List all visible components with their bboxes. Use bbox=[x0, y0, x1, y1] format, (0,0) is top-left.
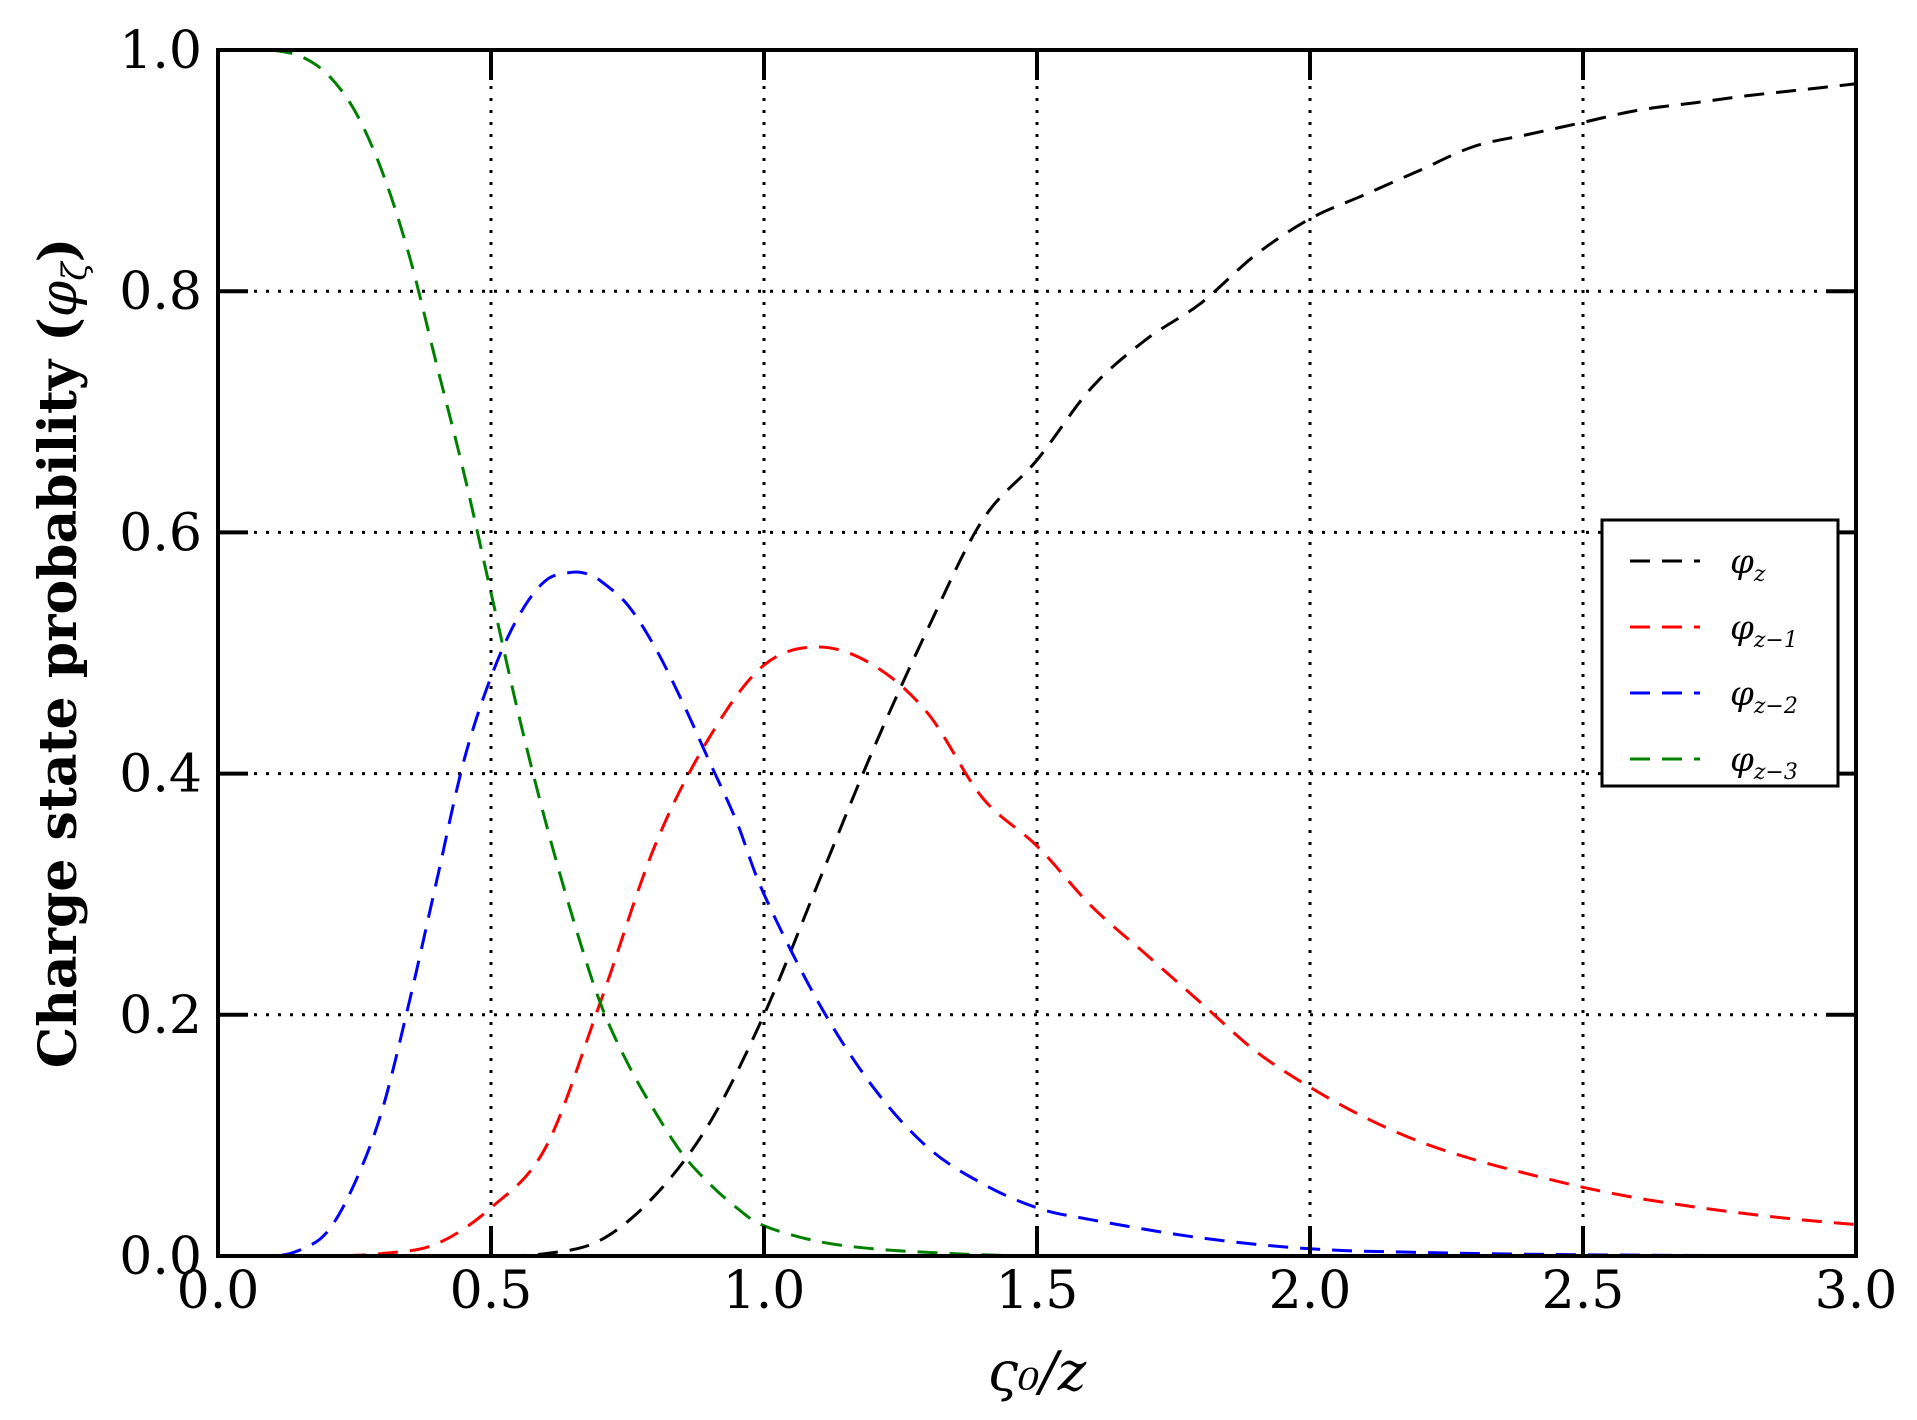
legend-label: φz−1 bbox=[1730, 608, 1798, 653]
x-axis-label: ς₀/z bbox=[988, 1340, 1087, 1403]
legend-box bbox=[1600, 518, 1840, 788]
legend-label-sub: z−1 bbox=[1753, 628, 1798, 653]
y-axis-label-close: ) bbox=[28, 238, 89, 263]
legend-label: φz bbox=[1730, 542, 1766, 587]
legend-label: φz−2 bbox=[1730, 674, 1798, 719]
y-axis-label: Charge state probability (φζ) bbox=[28, 238, 95, 1069]
legend-label-sub: z−3 bbox=[1753, 760, 1798, 785]
y-tick-label: 0.4 bbox=[119, 745, 202, 805]
grid bbox=[218, 50, 1856, 1256]
x-tick-label: 3.0 bbox=[1815, 1261, 1898, 1321]
y-tick-label: 0.0 bbox=[119, 1227, 202, 1287]
legend-label: φz−3 bbox=[1730, 740, 1798, 785]
y-tick-label: 0.6 bbox=[119, 503, 202, 563]
legend-label-symbol: φ bbox=[1730, 608, 1754, 648]
tick-labels: 0.0 0.5 1.0 1.5 2.0 2.5 3.0 0.0 0.2 0.4 0.6 0.8 1.0 bbox=[119, 21, 1897, 1321]
y-tick-label: 0.2 bbox=[119, 986, 202, 1046]
series-line-2 bbox=[217, 570, 1857, 1258]
legend-label-symbol: φ bbox=[1730, 542, 1754, 582]
legend-label-symbol: φ bbox=[1730, 674, 1754, 714]
legend-label-symbol: φ bbox=[1730, 740, 1754, 780]
legend-label-sub: z−2 bbox=[1753, 694, 1798, 719]
x-tick-label: 2.0 bbox=[1269, 1261, 1352, 1321]
x-tick-label: 0.5 bbox=[450, 1261, 533, 1321]
x-tick-label: 0.0 bbox=[177, 1261, 260, 1321]
plot-frame bbox=[216, 48, 1858, 1258]
x-tick-label: 2.5 bbox=[1542, 1261, 1625, 1321]
series-line-3 bbox=[272, 48, 1856, 1258]
series-line-1 bbox=[218, 645, 1857, 1258]
x-tick-label: 1.0 bbox=[723, 1261, 806, 1321]
y-axis-label-sub: ζ bbox=[55, 260, 95, 281]
y-tick-label: 1.0 bbox=[119, 21, 202, 81]
y-axis-label-symbol: φ bbox=[29, 280, 89, 317]
legend-label-sub: z bbox=[1753, 562, 1766, 587]
y-axis-label-main: Charge state probability ( bbox=[28, 317, 89, 1068]
y-tick-label: 0.8 bbox=[119, 262, 202, 322]
x-tick-label: 1.5 bbox=[996, 1261, 1079, 1321]
